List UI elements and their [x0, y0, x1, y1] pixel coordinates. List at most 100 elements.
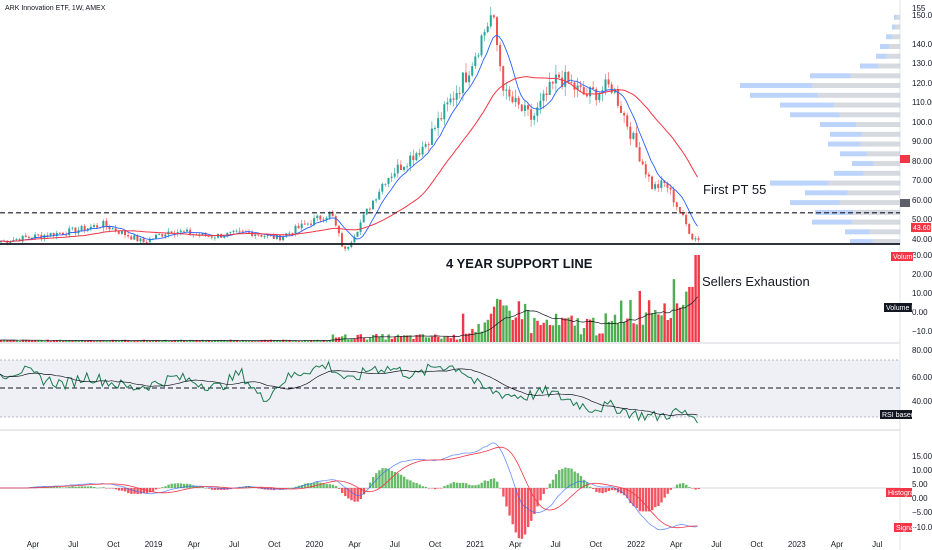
volume-bar — [387, 334, 390, 342]
volume-bar — [449, 338, 452, 342]
candle-body — [18, 239, 21, 242]
price-pane — [0, 0, 900, 248]
candles — [0, 6, 700, 252]
histogram-bar — [561, 468, 564, 488]
volume-bar — [130, 340, 133, 342]
histogram-bar — [415, 483, 418, 488]
candle-body — [427, 144, 430, 146]
volume-bar — [486, 319, 490, 342]
histogram-bar — [607, 488, 610, 491]
axis-tick-label: 60.00 — [912, 196, 932, 205]
histogram-bar — [458, 483, 462, 488]
histogram-bar — [548, 483, 552, 488]
axis-tick-label: 50.00 — [912, 215, 932, 224]
histogram-bar — [480, 482, 483, 488]
histogram-bar — [170, 483, 173, 488]
volume-bar — [548, 324, 552, 342]
volume-bar — [691, 286, 694, 342]
volume-bar — [151, 340, 155, 342]
candle-body — [74, 227, 77, 234]
profile-bar — [820, 122, 856, 128]
histogram-bar — [384, 468, 387, 488]
rsi-line — [0, 360, 698, 424]
candle-body — [46, 235, 49, 237]
signal-tag-label: Signal — [896, 525, 916, 532]
axis-tick-label: 30.00 — [912, 251, 932, 260]
histogram-bar — [452, 482, 455, 488]
candle-body — [406, 166, 409, 168]
volume-bar — [0, 340, 3, 342]
histogram-bar — [654, 488, 657, 508]
volume-bar — [651, 313, 654, 342]
histogram-bar — [697, 488, 700, 490]
volume-bar — [210, 340, 214, 342]
candle-body — [443, 104, 446, 120]
candle-body — [306, 223, 309, 225]
volume-bar — [204, 340, 207, 342]
candle-body — [654, 184, 657, 189]
volume-bar — [613, 314, 617, 342]
volume-bar — [440, 338, 443, 342]
candle-body — [505, 89, 508, 91]
profile-bar — [896, 14, 900, 20]
volume-bar — [694, 255, 697, 342]
volume-bar — [458, 338, 462, 342]
histogram-bar — [675, 484, 679, 488]
volume-bar — [300, 340, 304, 342]
volume-bar — [6, 339, 9, 342]
x-tick-label: Apr — [670, 540, 683, 549]
candle-body — [139, 238, 142, 242]
histogram-bar — [409, 480, 412, 488]
volume-bar — [489, 313, 493, 342]
candle-body — [93, 225, 95, 227]
histogram-bar — [55, 486, 59, 488]
histogram-bar — [595, 488, 598, 492]
histogram-bar — [310, 483, 313, 488]
volume-axis: 30.00 20.00 10.00 0.00 −10.00 — [912, 251, 932, 336]
profile-bar — [817, 92, 900, 98]
histogram-bar — [303, 483, 307, 488]
candle-body — [418, 153, 421, 155]
candle-body — [666, 182, 669, 188]
histogram-bar — [604, 488, 607, 493]
histogram-bar — [672, 487, 676, 489]
support-label: 4 YEAR SUPPORT LINE — [446, 256, 593, 271]
volume-bar — [114, 340, 118, 342]
volume-bar — [251, 341, 254, 342]
volume-bars — [0, 255, 700, 342]
candle-body — [682, 212, 684, 216]
volume-bar — [592, 317, 595, 342]
histogram-bar — [669, 488, 672, 490]
candle-body — [325, 217, 328, 221]
candle-body — [629, 126, 632, 139]
histogram-bar — [406, 479, 409, 488]
histogram-bar — [694, 488, 697, 490]
candle-body — [102, 220, 105, 228]
x-tick-label: Jul — [229, 540, 239, 549]
signal-line — [0, 446, 698, 529]
candle-body — [179, 230, 182, 233]
histogram-bar — [99, 487, 102, 489]
profile-bar — [895, 24, 900, 30]
candle-body — [403, 166, 405, 170]
profile-bar — [850, 239, 873, 245]
volume-bar — [43, 341, 46, 342]
histogram-bar — [213, 488, 217, 490]
histogram-bar — [427, 488, 431, 489]
volume-bar — [124, 339, 127, 342]
histogram-bar — [220, 488, 223, 490]
candle-body — [24, 235, 27, 238]
volume-bar — [412, 338, 415, 342]
volume-bar — [167, 341, 170, 342]
histogram-bar — [117, 488, 121, 491]
rsi-tag-label: RSI based MA — [882, 412, 927, 419]
candle-body — [145, 242, 148, 243]
histogram-bar — [313, 482, 316, 488]
histogram-tag-label: Histogram — [888, 490, 920, 497]
profile-bar — [812, 219, 852, 225]
candle-body — [604, 79, 607, 91]
axis-tick-label: 90.00 — [912, 137, 932, 146]
volume-bar — [37, 340, 40, 342]
candle-body — [207, 235, 210, 237]
